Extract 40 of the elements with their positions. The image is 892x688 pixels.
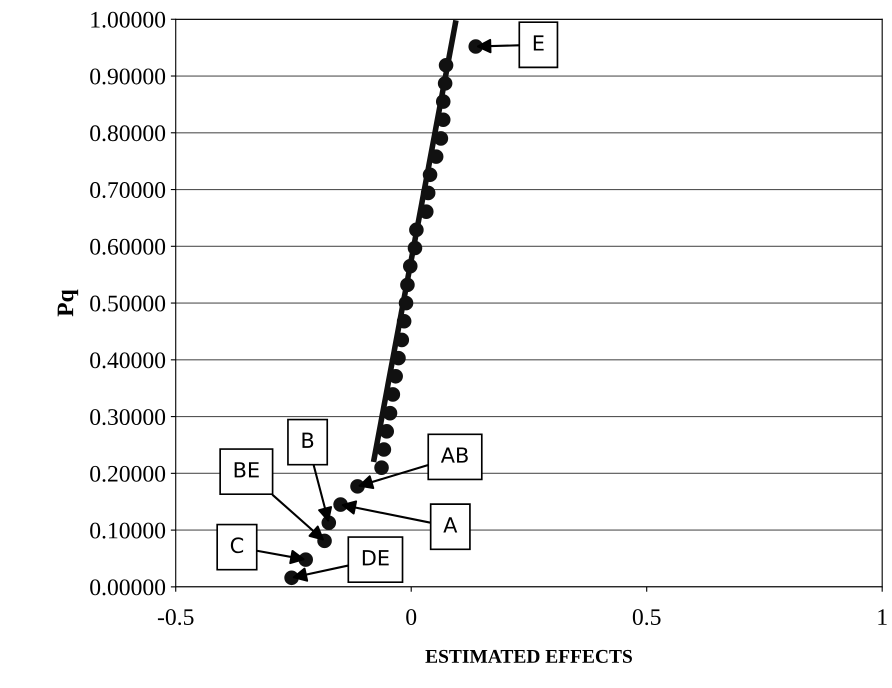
x-tick-label: -0.5 [158, 609, 194, 626]
point [396, 314, 412, 329]
annotation: A [443, 517, 458, 532]
point [400, 278, 415, 292]
y-axis-title: Pq [58, 290, 78, 316]
point [438, 58, 454, 73]
point [409, 222, 424, 238]
point [382, 406, 398, 420]
y-tick-label: 0.40000 [90, 352, 166, 368]
x-tick-label: 1 [878, 609, 887, 625]
y-tick-label: 0.60000 [90, 238, 166, 255]
y-tick-label: 0.00000 [90, 579, 166, 596]
y-tick-label: 0.90000 [90, 68, 166, 85]
y-tick-label: 0.20000 [90, 466, 166, 482]
y-tick-label: 1.00000 [91, 12, 166, 28]
x-axis-title: ESTIMATED EFFECTS [425, 650, 632, 663]
point [402, 258, 418, 274]
annotation: AB [440, 447, 468, 463]
annotation: C [230, 537, 244, 554]
x-tick-label: 0.5 [632, 609, 661, 626]
point [420, 186, 436, 200]
point [408, 240, 422, 256]
point [438, 76, 452, 91]
y-tick-label: 0.50000 [90, 296, 166, 312]
y-tick-label: 0.70000 [90, 182, 166, 198]
point [379, 424, 394, 439]
point [422, 168, 438, 182]
point [398, 296, 414, 310]
annotation: DE [362, 550, 389, 566]
point [374, 460, 389, 475]
point [436, 94, 451, 109]
annotation: B [302, 432, 314, 448]
point [376, 442, 392, 457]
annotation: E [534, 35, 544, 51]
y-tick-label: 0.80000 [90, 125, 166, 142]
x-tick-label: 0 [406, 609, 416, 626]
annotation: BE [234, 462, 259, 478]
y-tick-label: 0.10000 [90, 522, 166, 539]
y-tick-label: 0.30000 [90, 409, 166, 426]
point [434, 131, 448, 146]
